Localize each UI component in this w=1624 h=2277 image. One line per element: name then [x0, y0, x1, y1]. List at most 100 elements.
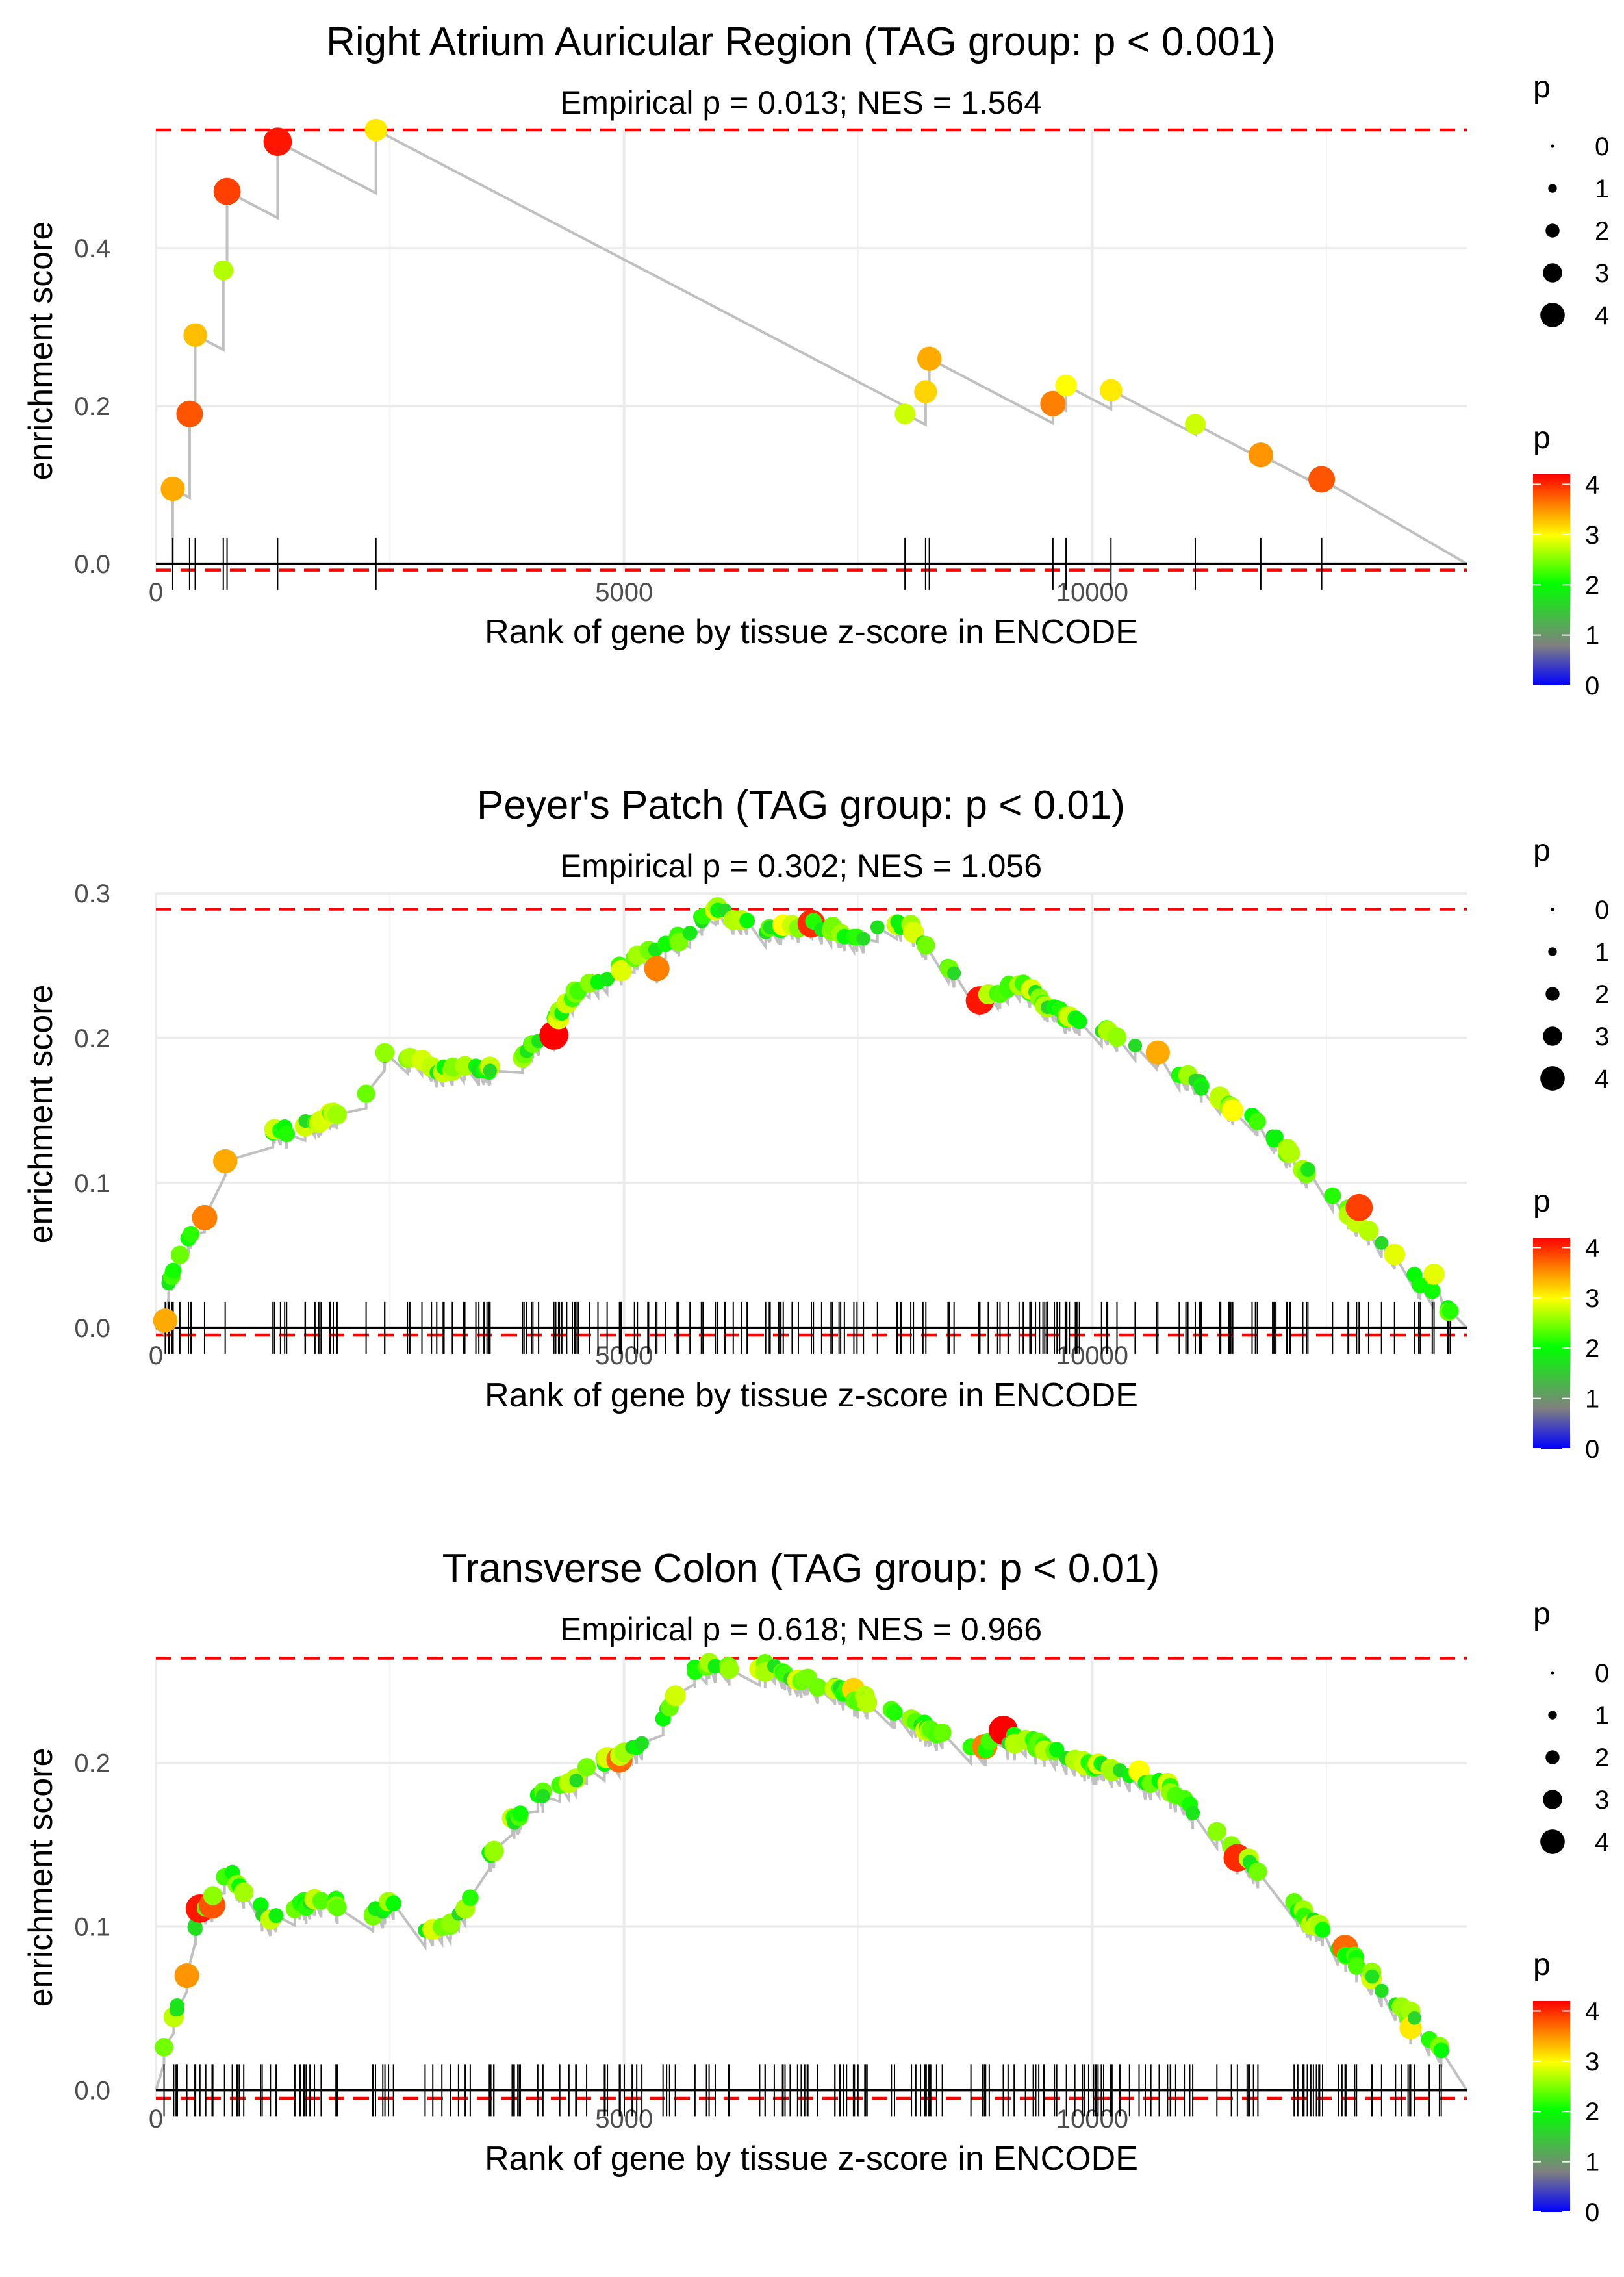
hit-point [385, 1895, 402, 1912]
hit-point [176, 400, 203, 427]
hit-point [1194, 1081, 1209, 1096]
running-score-line [155, 906, 1468, 1338]
hit-point [857, 1692, 878, 1713]
panel-subtitle: Empirical p = 0.013; NES = 1.564 [560, 84, 1042, 121]
hit-point [327, 1104, 347, 1125]
hit-point [188, 1922, 203, 1937]
hit-point [577, 1758, 596, 1777]
hit-point [1347, 1957, 1365, 1975]
hit-point [1248, 442, 1273, 468]
panel-subtitle: Empirical p = 0.302; NES = 1.056 [560, 848, 1042, 884]
y-tick-label: 0.3 [74, 880, 110, 908]
size-legend-label: 2 [1595, 217, 1609, 246]
color-legend-label: 2 [1585, 2098, 1599, 2126]
size-legend-label: 2 [1595, 980, 1609, 1009]
hit-point [462, 1889, 479, 1907]
hit-point [1268, 1129, 1284, 1145]
hit-point [1384, 1243, 1406, 1266]
size-legend-label: 0 [1595, 1659, 1609, 1688]
color-legend-label: 3 [1585, 2048, 1599, 2076]
color-legend-label: 0 [1585, 672, 1599, 700]
panel-title: Peyer's Patch (TAG group: p < 0.01) [477, 783, 1125, 828]
hit-point [611, 960, 632, 982]
color-legend: p 0 1 2 3 4 [1533, 1184, 1599, 1464]
hit-point [455, 1056, 475, 1076]
size-legend: p 0 1 2 3 4 [1533, 70, 1609, 330]
hit-points [153, 897, 1459, 1333]
hit-point [856, 932, 870, 946]
hit-point [484, 1840, 504, 1861]
hit-point [1345, 1193, 1373, 1221]
color-legend-label: 2 [1585, 571, 1599, 600]
size-legend-label: 3 [1595, 1023, 1609, 1051]
hit-point [917, 346, 942, 371]
x-tick-label: 0 [149, 578, 163, 607]
size-legend-label: 3 [1595, 1786, 1609, 1814]
y-tick-label: 0.0 [74, 1314, 110, 1343]
panel-3: Transverse Colon (TAG group: p < 0.01) Em… [22, 1546, 1609, 2227]
size-legend-dot [1545, 987, 1560, 1001]
running-score-line [155, 127, 1468, 565]
hit-point [234, 1882, 254, 1902]
panel-2: Peyer's Patch (TAG group: p < 0.01) Empir… [22, 783, 1609, 1464]
y-tick-label: 0.1 [74, 1913, 110, 1942]
color-legend: p 0 1 2 3 4 [1533, 421, 1599, 700]
y-tick-label: 0.0 [74, 550, 110, 579]
y-tick-label: 0.2 [74, 1749, 110, 1778]
color-legend-title: p [1533, 1948, 1551, 1982]
y-axis-label: enrichment score [22, 222, 60, 481]
hit-point [153, 1308, 178, 1333]
x-tick-label: 0 [149, 2105, 163, 2133]
hit-point [364, 118, 387, 142]
hit-point [1423, 1264, 1445, 1285]
size-legend-title: p [1533, 833, 1551, 868]
hit-point [1314, 1922, 1331, 1938]
size-legend-label: 1 [1595, 175, 1609, 203]
size-legend-dot [1548, 947, 1557, 956]
hit-point [328, 1898, 347, 1916]
size-legend-dot [1543, 1790, 1562, 1809]
hit-point [1324, 1187, 1341, 1204]
y-tick-label: 0.2 [74, 1024, 110, 1053]
size-legend-dot [1543, 1026, 1562, 1046]
hit-point [917, 935, 935, 955]
y-axis-label: enrichment score [22, 1748, 60, 2007]
panel-1: Right Atrium Auricular Region (TAG group… [22, 19, 1609, 700]
color-legend-label: 4 [1585, 470, 1599, 499]
hit-point [263, 127, 292, 157]
x-tick-label: 5000 [595, 578, 653, 607]
color-legend-title: p [1533, 1184, 1551, 1219]
hit-point [1365, 1969, 1380, 1984]
size-legend-dot [1540, 1066, 1565, 1091]
color-legend-label: 3 [1585, 521, 1599, 550]
hit-point [278, 1125, 295, 1143]
hit-point [1145, 1040, 1170, 1065]
hit-point [203, 1886, 223, 1905]
hit-point [1280, 1143, 1300, 1164]
hit-point [1185, 414, 1206, 435]
size-legend-dot [1543, 263, 1562, 283]
hit-point [569, 1773, 583, 1788]
color-legend-label: 4 [1585, 1997, 1599, 2026]
hit-point [375, 1043, 395, 1063]
color-legend-label: 2 [1585, 1334, 1599, 1363]
x-axis-label: Rank of gene by tissue z-score in ENCODE [485, 613, 1138, 651]
size-legend-dot [1551, 144, 1554, 148]
panel-title: Transverse Colon (TAG group: p < 0.01) [442, 1546, 1160, 1591]
hit-point [1308, 466, 1336, 493]
hit-point [1408, 2011, 1421, 2025]
color-bar [1533, 474, 1570, 685]
size-legend-dot [1551, 908, 1554, 911]
hit-point [1040, 390, 1066, 416]
color-legend-title: p [1533, 421, 1551, 455]
size-legend-label: 1 [1595, 938, 1609, 967]
hit-point [669, 932, 689, 952]
hit-point [183, 1225, 200, 1243]
hit-point [213, 177, 241, 205]
hit-point [644, 956, 670, 982]
hit-point [164, 1262, 182, 1279]
hit-point [1071, 1013, 1087, 1030]
hit-point [1099, 379, 1123, 401]
hit-point [1186, 1805, 1200, 1820]
hit-point [155, 2038, 173, 2057]
